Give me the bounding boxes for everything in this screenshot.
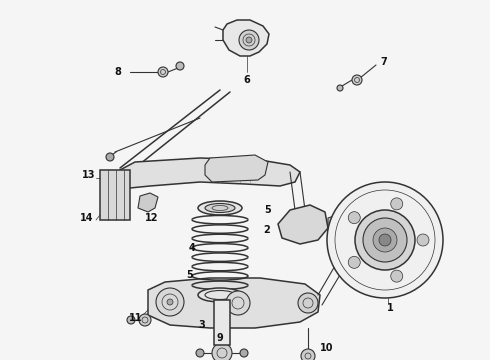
Circle shape	[391, 270, 403, 282]
Circle shape	[391, 198, 403, 210]
Text: 9: 9	[217, 333, 223, 343]
Polygon shape	[223, 20, 269, 56]
Text: 8: 8	[115, 67, 122, 77]
Circle shape	[348, 256, 360, 268]
Circle shape	[379, 234, 391, 246]
Polygon shape	[205, 155, 268, 182]
Circle shape	[139, 314, 151, 326]
Circle shape	[352, 75, 362, 85]
Text: 5: 5	[186, 270, 193, 280]
Circle shape	[156, 288, 184, 316]
FancyBboxPatch shape	[214, 300, 230, 345]
Circle shape	[373, 228, 397, 252]
Circle shape	[348, 212, 360, 224]
Circle shape	[196, 349, 204, 357]
Text: 1: 1	[387, 303, 393, 313]
Polygon shape	[278, 205, 328, 244]
Circle shape	[158, 67, 168, 77]
Circle shape	[226, 291, 250, 315]
Circle shape	[212, 343, 232, 360]
Text: 5: 5	[265, 205, 271, 215]
Text: 3: 3	[198, 320, 205, 330]
Circle shape	[337, 85, 343, 91]
Circle shape	[240, 349, 248, 357]
Circle shape	[176, 62, 184, 70]
Circle shape	[246, 37, 252, 43]
Text: 6: 6	[244, 75, 250, 85]
Circle shape	[298, 293, 318, 313]
Text: 13: 13	[81, 170, 95, 180]
Ellipse shape	[205, 203, 235, 212]
Circle shape	[417, 234, 429, 246]
Ellipse shape	[198, 288, 242, 302]
Circle shape	[127, 316, 135, 324]
Polygon shape	[100, 170, 130, 220]
Circle shape	[363, 218, 407, 262]
Text: 4: 4	[188, 243, 195, 253]
Polygon shape	[328, 214, 358, 236]
Circle shape	[301, 349, 315, 360]
Circle shape	[167, 299, 173, 305]
Circle shape	[327, 182, 443, 298]
Circle shape	[239, 30, 259, 50]
Text: 7: 7	[380, 57, 387, 67]
Text: 10: 10	[320, 343, 334, 353]
Text: 12: 12	[145, 213, 159, 223]
Polygon shape	[138, 193, 158, 212]
Polygon shape	[148, 278, 320, 328]
Text: 11: 11	[128, 313, 142, 323]
Ellipse shape	[198, 201, 242, 215]
Circle shape	[106, 153, 114, 161]
Text: 14: 14	[79, 213, 93, 223]
Text: 2: 2	[263, 225, 270, 235]
Circle shape	[355, 210, 415, 270]
Polygon shape	[118, 158, 300, 188]
